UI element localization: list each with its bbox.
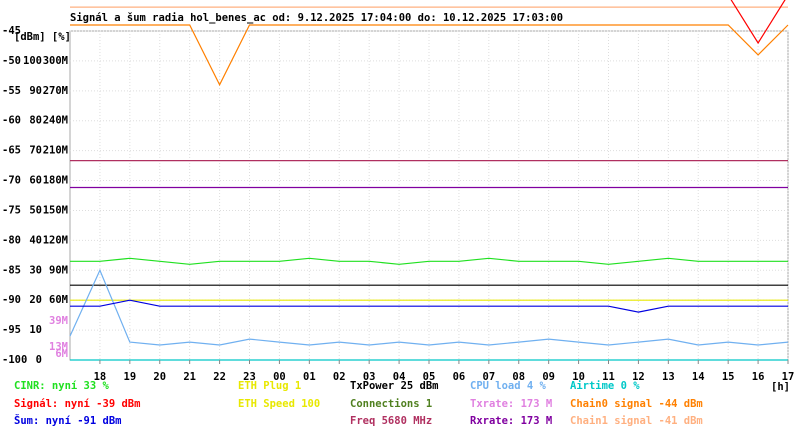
legend-entry: Chain0 signal -44 dBm xyxy=(570,398,703,410)
y3-tick-label: 180M xyxy=(43,175,68,187)
legend-entry: Connections 1 xyxy=(350,398,432,410)
x-tick-label: 06 xyxy=(453,371,466,383)
legend-entry: CPU load 4 % xyxy=(470,380,547,392)
y-tick-label: -80 xyxy=(2,234,21,246)
y-tick-label: -50 xyxy=(2,55,21,67)
x-tick-label: 21 xyxy=(183,371,196,383)
legend-entry: Šum: nyní -91 dBm xyxy=(14,414,121,427)
x-tick-label: 22 xyxy=(213,371,226,383)
legend-entry: Chain1 signal -41 dBm xyxy=(570,415,703,427)
y-tick-label: -100 xyxy=(2,354,27,366)
x-tick-label: 01 xyxy=(303,371,316,383)
y2-tick-label: 100 xyxy=(23,55,42,67)
y2-tick-label: 30 xyxy=(29,264,42,276)
y-tick-label: -65 xyxy=(2,145,21,157)
x-tick-label: 15 xyxy=(722,371,735,383)
series-line xyxy=(70,299,788,313)
legend-entry: TxPower 25 dBm xyxy=(350,380,439,392)
y2-tick-label: 10 xyxy=(29,324,42,336)
legend-entry: Txrate: 173 M xyxy=(470,398,552,410)
x-tick-label: 14 xyxy=(692,371,705,383)
x-tick-label: 11 xyxy=(602,371,615,383)
x-tick-label: 08 xyxy=(512,371,525,383)
legend-entry: Freq 5680 MHz xyxy=(350,415,432,427)
legend-entry: Airtime 0 % xyxy=(570,380,640,392)
x-tick-label: 10 xyxy=(572,371,585,383)
x-tick-label: 00 xyxy=(273,371,286,383)
y2-tick-label: 20 xyxy=(29,294,42,306)
x-tick-label: 18 xyxy=(94,371,107,383)
y3-tick-label: 150M xyxy=(43,204,68,216)
y-units: [dBm] [%] xyxy=(14,31,71,43)
series-line xyxy=(69,268,789,346)
y-tick-label: -85 xyxy=(2,264,21,276)
series-line xyxy=(70,24,789,87)
x-tick-label: 12 xyxy=(632,371,645,383)
legend-entry: Signál: nyní -39 dBm xyxy=(14,398,140,410)
y-tick-label: -70 xyxy=(2,175,21,187)
legend-entry: Rxrate: 173 M xyxy=(470,415,552,427)
x-tick-label: 05 xyxy=(423,371,436,383)
legend-entry: ETH Speed 100 xyxy=(238,398,320,410)
x-tick-label: 02 xyxy=(333,371,346,383)
y2-tick-label: 0 xyxy=(36,354,42,366)
x-tick-label: 03 xyxy=(363,371,376,383)
x-tick-label: 07 xyxy=(483,371,496,383)
x-tick-label: 17 xyxy=(782,371,795,383)
y2-tick-label: 90 xyxy=(29,85,42,97)
annotation: 6M xyxy=(55,348,68,360)
y2-tick-label: 50 xyxy=(29,204,42,216)
x-tick-label: 09 xyxy=(542,371,555,383)
y2-tick-label: 60 xyxy=(29,175,42,187)
y3-tick-label: 60M xyxy=(49,294,68,306)
grid xyxy=(70,30,789,361)
y-tick-label: -75 xyxy=(2,204,21,216)
y3-tick-label: 120M xyxy=(43,234,68,246)
annotation: 13M xyxy=(49,341,68,353)
x-units: [h] xyxy=(771,381,790,393)
y-tick-label: -90 xyxy=(2,294,21,306)
legend-entry: CINR: nyní 33 % xyxy=(14,380,110,392)
y3-tick-label: 300M xyxy=(43,55,68,67)
y2-tick-label: 80 xyxy=(29,115,42,127)
y-tick-label: -45 xyxy=(2,25,21,37)
series-line xyxy=(70,257,788,265)
y-tick-label: -55 xyxy=(2,85,21,97)
y3-tick-label: 270M xyxy=(43,85,68,97)
annotation: 39M xyxy=(49,315,68,327)
y2-tick-label: 70 xyxy=(29,145,42,157)
y3-tick-label: 90M xyxy=(49,264,68,276)
x-tick-label: 19 xyxy=(124,371,137,383)
legend-entry: ETH Plug 1 xyxy=(238,380,301,392)
y3-tick-label: 210M xyxy=(43,145,68,157)
y-tick-label: -60 xyxy=(2,115,21,127)
x-tick-label: 23 xyxy=(243,371,256,383)
x-tick-label: 16 xyxy=(752,371,765,383)
x-tick-label: 20 xyxy=(153,371,166,383)
y-tick-label: -95 xyxy=(2,324,21,336)
y3-tick-label: 240M xyxy=(43,115,68,127)
y2-tick-label: 40 xyxy=(29,234,42,246)
chart-title: Signál a šum radia hol_benes_ac od: 9.12… xyxy=(70,12,563,24)
x-tick-label: 13 xyxy=(662,371,675,383)
x-tick-label: 04 xyxy=(393,371,406,383)
